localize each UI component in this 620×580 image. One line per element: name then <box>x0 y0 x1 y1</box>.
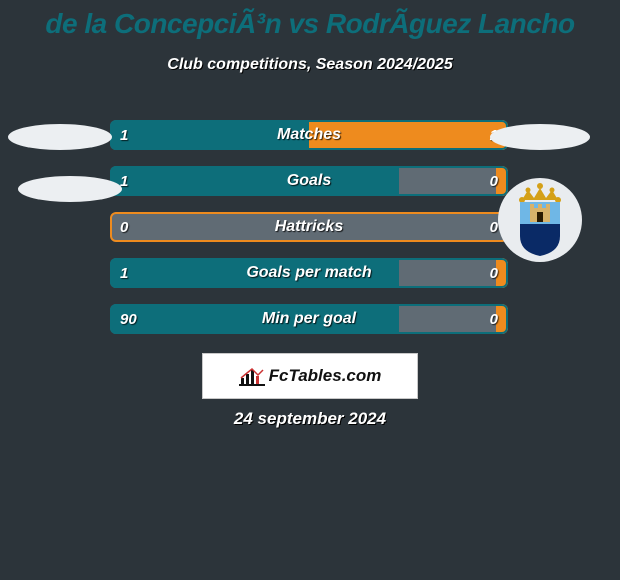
footer-date: 24 september 2024 <box>0 409 620 429</box>
value-right: 0 <box>490 258 498 288</box>
stat-row: 10Goals <box>110 166 508 196</box>
bar-left <box>110 258 399 288</box>
stat-row: 10Goals per match <box>110 258 508 288</box>
bar-chart-icon <box>239 366 265 386</box>
bar-left <box>110 120 309 150</box>
value-left: 1 <box>120 258 128 288</box>
value-left: 1 <box>120 166 128 196</box>
stats-chart: 11Matches10Goals00Hattricks10Goals per m… <box>110 120 508 350</box>
page-title: de la ConcepciÃ³n vs RodrÃ­guez Lancho <box>0 0 620 40</box>
bar-right <box>309 120 508 150</box>
club-crest-icon <box>508 182 572 258</box>
player-left-ellipse-1 <box>8 124 112 150</box>
value-left: 90 <box>120 304 137 334</box>
value-left: 1 <box>120 120 128 150</box>
stat-row: 11Matches <box>110 120 508 150</box>
bar-left <box>110 166 399 196</box>
value-right: 0 <box>490 166 498 196</box>
player-right-ellipse <box>490 124 590 150</box>
stat-row: 0 0Hattricks <box>110 212 508 242</box>
player-left-ellipse-2 <box>18 176 122 202</box>
value-right: 0 <box>490 304 498 334</box>
club-logo-right <box>498 178 582 262</box>
value-right: 0 <box>490 212 498 242</box>
stat-row: 900Min per goal <box>110 304 508 334</box>
stat-label: Hattricks <box>110 212 508 242</box>
page-subtitle: Club competitions, Season 2024/2025 <box>0 56 620 74</box>
bar-left <box>110 304 399 334</box>
value-left: 0 <box>120 212 128 242</box>
branding-text: FcTables.com <box>269 366 382 386</box>
branding-box: FcTables.com <box>202 353 418 399</box>
row-outline <box>110 212 508 242</box>
